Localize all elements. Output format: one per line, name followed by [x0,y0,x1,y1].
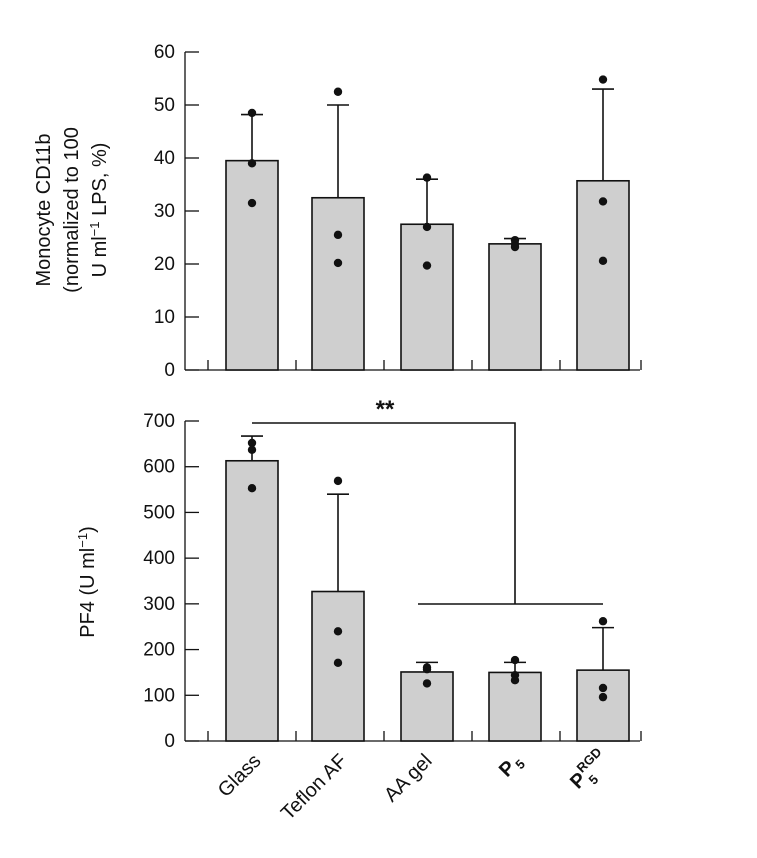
top-data-point [333,230,343,240]
top-y-tick-label: 0 [164,360,175,381]
top-data-point [598,197,608,206]
top-bar [400,223,454,371]
top-y-axis-title-line2: (normalized to 100 [61,127,83,293]
bottom-data-point [598,683,608,693]
bottom-bar [225,459,279,742]
bottom-y-tick-label: 700 [143,411,175,432]
bottom-data-point [598,692,608,702]
monocyte-cd11b-chart: 0 10 20 30 40 50 60 [154,42,642,381]
top-data-point [422,222,432,232]
bottom-y-tick-label: 0 [164,731,175,752]
bottom-y-tick-label: 200 [143,640,175,661]
top-data-point [598,256,608,266]
x-label-p5: P5 [495,750,528,783]
x-label-teflon-af: Teflon AF [277,750,352,825]
top-data-point [598,75,608,84]
top-bar [576,179,630,371]
bottom-data-point [333,627,343,636]
top-y-tick-label: 10 [154,307,175,328]
bottom-data-point [598,617,608,626]
bottom-y-tick-label: 600 [143,457,175,478]
top-bar [225,159,279,371]
top-data-point [422,261,432,270]
top-y-axis-title-line3: U ml−1 LPS, %) [87,143,112,278]
top-data-point [422,173,432,182]
x-label-aa-gel: AA gel [380,750,436,806]
bottom-y-tick-label: 300 [143,594,175,615]
top-y-tick-label: 50 [154,95,175,116]
top-y-axis-title-line1: Monocyte CD11b [33,133,55,286]
top-bar [488,243,542,371]
bottom-data-point [333,476,343,486]
top-y-tick-label: 60 [154,42,175,63]
bottom-data-point [510,676,520,685]
bottom-data-point [247,484,257,493]
top-y-tick-label: 30 [154,201,175,222]
top-y-tick-label: 40 [154,148,175,169]
bottom-y-tick-label: 500 [143,502,175,523]
bottom-y-tick-label: 400 [143,548,175,569]
x-label-glass: Glass [214,750,266,802]
bottom-bar [576,669,630,742]
top-data-point [333,87,343,96]
top-data-point [247,198,257,208]
top-y-tick-label: 20 [154,254,175,275]
bottom-data-point [247,438,257,448]
significance-label: ** [376,396,395,423]
top-data-point [333,258,343,268]
x-label-p5rgd: P RGD 5 [566,744,604,793]
significance-bracket-upper [252,422,516,604]
top-data-point [247,159,257,168]
top-data-point [247,108,257,118]
bottom-data-point [510,655,520,665]
top-data-point [510,242,520,252]
bottom-data-point [422,679,432,688]
pf4-chart: 0 100 200 300 400 500 600 700 ** [143,396,642,752]
top-bar [311,196,365,371]
bottom-data-point [247,445,257,454]
bottom-y-tick-label: 100 [143,685,175,706]
bottom-data-point [422,665,432,674]
bottom-y-axis-title: PF4 (U ml−1) [75,526,100,638]
svg-text:RGD: RGD [573,744,604,775]
bottom-data-point [333,658,343,668]
